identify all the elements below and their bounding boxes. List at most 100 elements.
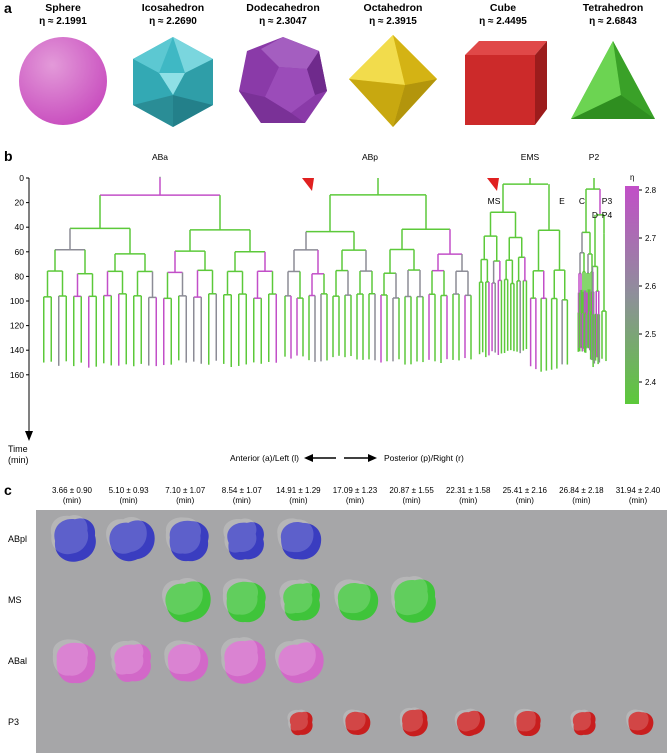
anterior-arrow-label: Anterior (a)/Left (l): [230, 453, 299, 463]
time-header: 25.41 ± 2.16 (min): [493, 486, 557, 506]
octahedron-icon: [349, 35, 437, 127]
platonic-solids-panel: Sphere η ≈ 2.1991 Icosahedron η ≈ 2.2690 Dod…: [0, 0, 670, 140]
lineage-label: P2: [589, 152, 600, 162]
time-unit: (min): [289, 496, 308, 505]
time-unit: (min): [232, 496, 251, 505]
solid-icosahedron: Icosahedron η ≈ 2.2690: [118, 0, 228, 129]
y-tick-label: 160: [10, 370, 24, 380]
colorbar-tick-label: 2.5: [645, 330, 657, 339]
cell-highlight: [399, 707, 423, 732]
solid-eta: η ≈ 2.2690: [149, 16, 197, 27]
cell-highlight: [626, 709, 649, 731]
cell-highlight: [52, 638, 89, 676]
cell-shape-abpl: [277, 518, 322, 560]
panel-a-letter: a: [4, 0, 12, 16]
time-unit: (min): [402, 496, 421, 505]
y-axis-label-time: Time: [8, 444, 28, 454]
cell-highlight: [166, 517, 202, 554]
colorbar-title: η: [630, 173, 634, 182]
y-axis-arrowhead: [25, 431, 33, 441]
row-label: MS: [8, 595, 22, 606]
time-value: 5.10 ± 0.93: [108, 486, 149, 495]
time-value: 14.91 ± 1.29: [276, 486, 321, 495]
cell-highlight: [279, 579, 313, 614]
left-arrowhead: [304, 454, 313, 462]
cell-highlight: [513, 709, 536, 732]
cell-highlight: [50, 515, 89, 555]
cell-body: [54, 518, 96, 562]
cell-highlight: [162, 577, 203, 615]
cell-shape-ms: [222, 578, 266, 622]
y-axis-label-unit: (min): [8, 455, 29, 465]
cell-highlight: [164, 639, 201, 674]
cell-shape-ms: [334, 579, 379, 621]
colorbar-tick-label: 2.6: [645, 282, 657, 291]
time-value: 26.84 ± 2.18: [559, 486, 604, 495]
solid-name: Tetrahedron: [582, 2, 644, 14]
cell-body: [283, 582, 321, 621]
lineage-label: MS: [488, 196, 501, 206]
cell-shape-abpl: [50, 515, 96, 562]
cell-highlight: [277, 518, 314, 553]
cell-shape-p3: [287, 709, 313, 736]
cell-highlight: [343, 709, 366, 731]
posterior-arrow-label: Posterior (p)/Right (r): [384, 453, 464, 463]
cell-body: [290, 712, 313, 736]
cell-shape-abpl: [105, 517, 155, 562]
cell-shape-abal: [220, 636, 266, 684]
time-value: 8.54 ± 1.07: [221, 486, 262, 495]
cell-body: [281, 521, 322, 560]
cell-shape-abal: [110, 640, 151, 682]
time-header: 26.84 ± 2.18 (min): [549, 486, 613, 506]
solid-sphere: Sphere η ≈ 2.1991: [8, 0, 118, 129]
time-header: 22.31 ± 1.58 (min): [436, 486, 500, 506]
solid-eta: η ≈ 2.4495: [479, 16, 527, 27]
y-tick-label: 100: [10, 296, 24, 306]
time-unit: (min): [62, 496, 82, 505]
tetrahedron-icon: [571, 41, 655, 119]
row-label: P3: [8, 716, 20, 727]
cell-shape-p3: [399, 707, 428, 737]
y-tick-label: 140: [10, 345, 24, 355]
cell-highlight: [570, 709, 592, 731]
solid-eta: η ≈ 2.3047: [259, 16, 307, 27]
cell-highlight: [334, 579, 371, 613]
cell-body: [628, 711, 654, 736]
cell-highlight: [287, 709, 309, 731]
cell-shape-grid: [36, 510, 667, 753]
lineage-label: E: [559, 196, 565, 206]
cell-body: [393, 579, 436, 623]
cell-shape-ms: [162, 577, 211, 622]
cell-highlight: [390, 575, 428, 615]
panel-c-letter: c: [4, 482, 12, 498]
y-tick-label: 20: [15, 198, 25, 208]
time-value: 20.87 ± 1.55: [389, 486, 434, 495]
dodecahedron-icon: [239, 37, 327, 123]
cell-body: [227, 522, 264, 560]
lineage-label: D: [592, 210, 598, 220]
cube-icon: [465, 41, 547, 125]
time-value: 22.31 ± 1.58: [445, 486, 491, 495]
time-header: 20.87 ± 1.55 (min): [380, 486, 444, 506]
cell-body: [168, 643, 209, 681]
lineage-tree-chart: 0 20 40 60 80 100 120 140 160 Time (min) ABa ABp E…: [8, 152, 657, 465]
panel-b-letter: b: [4, 148, 13, 164]
cell-shape-p3: [513, 709, 541, 737]
solid-cube: Cube η ≈ 2.4495: [448, 0, 558, 129]
cell-shape-abpl: [223, 518, 264, 560]
time-header: 5.10 ± 0.93 (min): [97, 486, 161, 506]
lineage-label: ABp: [362, 152, 378, 162]
cell-shape-abal: [52, 638, 96, 683]
y-tick-label: 40: [15, 222, 25, 232]
cell-body: [573, 712, 596, 736]
colorbar: [625, 186, 639, 404]
time-value: 25.41 ± 2.16: [502, 486, 548, 495]
colorbar-tick-label: 2.7: [645, 234, 657, 243]
cell-shape-ms: [390, 575, 436, 623]
cell-body: [516, 711, 541, 737]
time-value: 7.10 ± 1.07: [165, 486, 206, 495]
time-value: 3.66 ± 0.90: [52, 486, 92, 495]
colorbar-ticks: 2.8 2.7 2.6 2.5 2.4: [639, 186, 657, 387]
solid-eta: η ≈ 2.1991: [39, 16, 87, 27]
cell-body: [56, 642, 96, 683]
